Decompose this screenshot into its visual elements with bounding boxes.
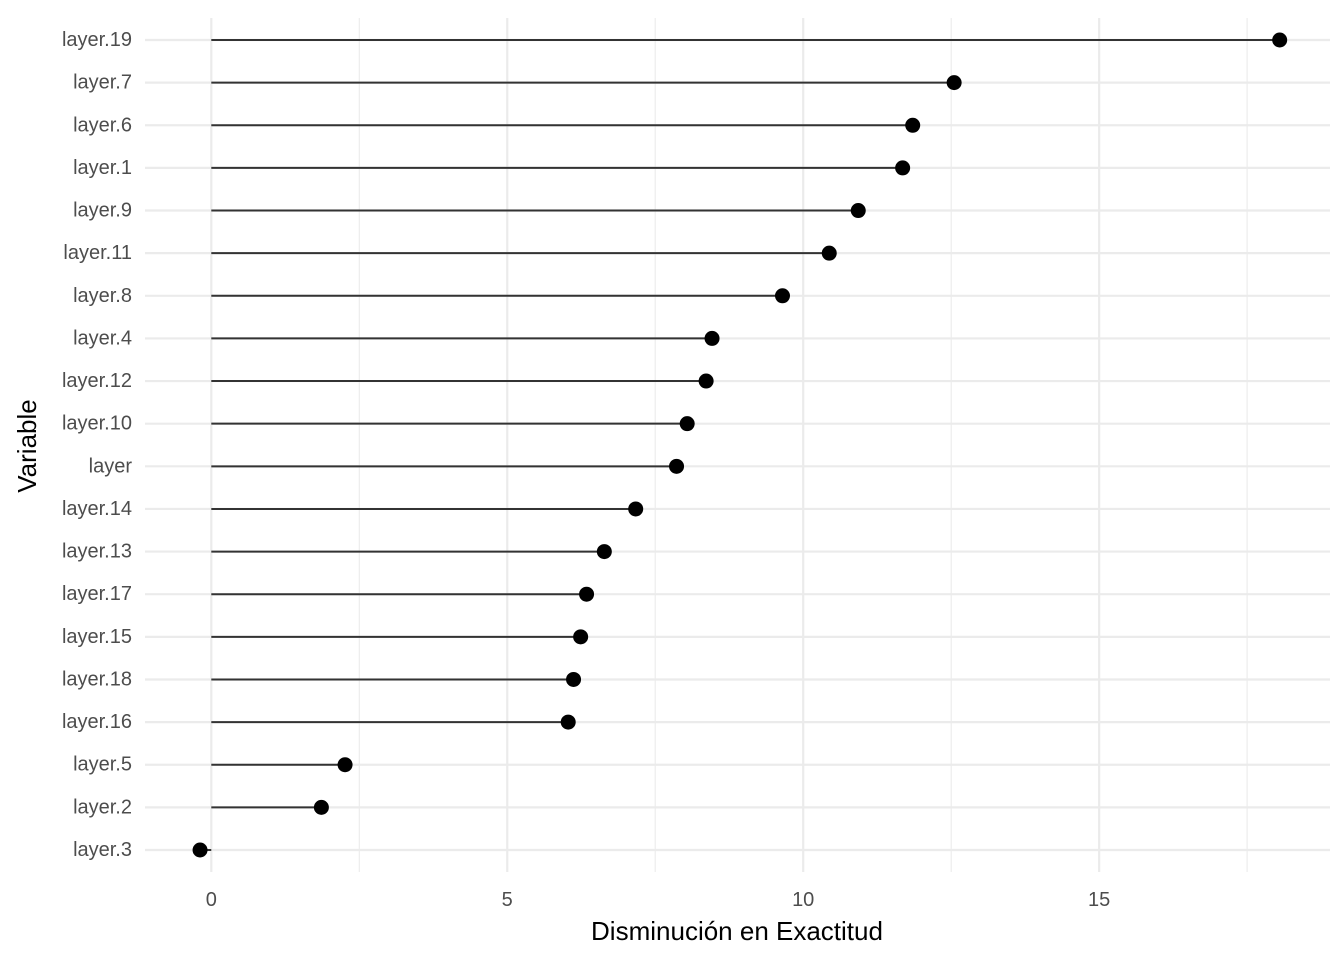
y-tick-label: layer.16 bbox=[62, 711, 132, 733]
lollipop-point bbox=[704, 330, 720, 346]
lollipop-point bbox=[596, 544, 612, 560]
lollipop-point bbox=[698, 373, 714, 389]
y-tick-label: layer.3 bbox=[73, 839, 132, 861]
lollipop-point bbox=[579, 586, 595, 602]
y-tick-label: layer.9 bbox=[73, 200, 132, 222]
lollipop-point bbox=[774, 288, 790, 304]
y-tick-label: layer.2 bbox=[73, 796, 132, 818]
y-tick-label: layer.19 bbox=[62, 29, 132, 51]
lollipop-point bbox=[821, 245, 837, 261]
lollipop-point bbox=[669, 458, 685, 474]
points bbox=[192, 32, 1288, 858]
lollipop-point bbox=[905, 117, 921, 133]
x-tick-label: 5 bbox=[502, 889, 513, 911]
y-tick-label: layer.15 bbox=[62, 626, 132, 648]
lollipop-point bbox=[628, 501, 644, 517]
y-tick-label: layer.4 bbox=[73, 327, 132, 349]
x-tick-label: 0 bbox=[206, 889, 217, 911]
lollipop-point bbox=[192, 842, 208, 858]
lollipop-point bbox=[573, 629, 589, 645]
x-tick-label: 15 bbox=[1088, 889, 1110, 911]
lollipop-point bbox=[337, 757, 353, 773]
y-tick-label: layer.7 bbox=[73, 72, 132, 94]
lollipop-point bbox=[850, 203, 866, 219]
lollipop-point bbox=[313, 799, 329, 815]
lollipop-point bbox=[566, 671, 582, 687]
y-tick-label: layer.12 bbox=[62, 370, 132, 392]
lollipop-point bbox=[560, 714, 576, 730]
y-tick-label: layer.17 bbox=[62, 583, 132, 605]
lollipop-point bbox=[895, 160, 911, 176]
x-tick-labels: 0 5 10 15 bbox=[206, 889, 1111, 911]
y-tick-label: layer bbox=[89, 455, 133, 477]
x-axis-title: Disminución en Exactitud bbox=[591, 916, 883, 946]
lollipop-point bbox=[946, 75, 962, 91]
y-tick-label: layer.1 bbox=[73, 157, 132, 179]
y-tick-label: layer.13 bbox=[62, 541, 132, 563]
y-axis-title: Variable bbox=[12, 399, 42, 492]
y-tick-label: layer.8 bbox=[73, 285, 132, 307]
grid-lines bbox=[145, 18, 1330, 872]
y-tick-label: layer.18 bbox=[62, 668, 132, 690]
y-tick-label: layer.6 bbox=[73, 114, 132, 136]
stems bbox=[200, 39, 1280, 851]
y-tick-label: layer.14 bbox=[62, 498, 132, 520]
x-tick-label: 10 bbox=[792, 889, 814, 911]
y-tick-label: layer.11 bbox=[63, 242, 132, 264]
y-tick-labels: layer.19 layer.7 layer.6 layer.1 layer.9 laye… bbox=[62, 29, 132, 861]
lollipop-point bbox=[1272, 32, 1288, 48]
y-tick-label: layer.10 bbox=[62, 413, 132, 435]
lollipop-point bbox=[679, 416, 695, 432]
y-tick-label: layer.5 bbox=[73, 754, 132, 776]
